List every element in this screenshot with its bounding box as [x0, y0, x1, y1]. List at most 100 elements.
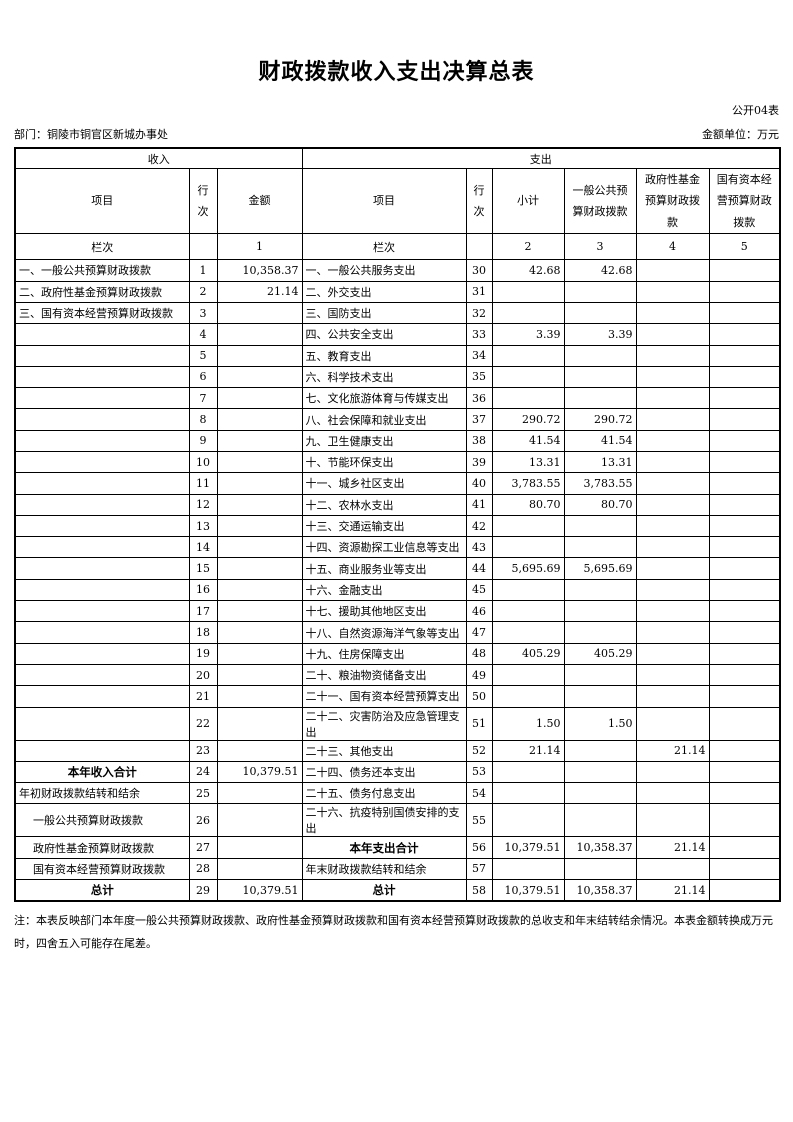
expense-item-cell: 十二、农林水支出 [301, 493, 467, 516]
expense-line-cell: 33 [465, 323, 493, 346]
income-amount-cell [216, 803, 303, 838]
expense-state-capital-cell [708, 578, 781, 602]
expense-state-capital-cell [708, 301, 781, 325]
expense-state-capital-cell [708, 685, 781, 708]
income-line-cell: 21 [188, 685, 218, 708]
income-amount-cell [216, 578, 303, 602]
expense-general-budget-cell [563, 280, 637, 303]
expense-gov-fund-cell: 21.14 [635, 836, 710, 859]
income-amount-cell [216, 493, 303, 516]
income-item-cell: 二、政府性基金预算财政拨款 [14, 280, 190, 303]
meta-row: 部门：铜陵市铜官区新城办事处 金额单位：万元 [14, 126, 779, 142]
expense-general-budget-cell [563, 301, 637, 325]
expense-item-cell: 十一、城乡社区支出 [301, 472, 467, 495]
expense-state-capital-cell [708, 879, 781, 902]
income-line-cell: 17 [188, 600, 218, 623]
expense-general-budget-cell [563, 536, 637, 559]
income-item-cell [14, 578, 190, 602]
expense-item-cell: 四、公共安全支出 [301, 323, 467, 346]
expense-line-cell: 52 [465, 739, 493, 762]
expense-line-cell: 34 [465, 344, 493, 367]
income-item-cell [14, 387, 190, 410]
expense-gov-fund-cell [635, 536, 710, 559]
expense-state-capital-cell [708, 323, 781, 346]
expense-line-cell: 49 [465, 663, 493, 687]
expense-gov-fund-cell [635, 259, 710, 282]
expense-state-capital-cell [708, 836, 781, 859]
income-line-cell: 22 [188, 706, 218, 741]
expense-subtotal-cell [491, 760, 565, 784]
income-line-cell: 20 [188, 663, 218, 687]
expense-general-budget-cell: 3.39 [563, 323, 637, 346]
expense-line-cell: 39 [465, 450, 493, 474]
income-amount-cell [216, 706, 303, 741]
expense-state-capital-cell [708, 857, 781, 881]
income-amount-cell [216, 739, 303, 762]
income-item-cell: 三、国有资本经营预算财政拨款 [14, 301, 190, 325]
table-body: 一、一般公共预算财政拨款 1 10,358.37 一、一般公共服务支出 30 42.68 4… [14, 259, 781, 902]
expense-general-budget-cell [563, 514, 637, 538]
income-line-cell: 14 [188, 536, 218, 559]
income-item-cell [14, 706, 190, 741]
expense-general-budget-cell [563, 365, 637, 389]
expense-line-cell: 35 [465, 365, 493, 389]
column-number-row: 栏次 1 栏次 2 3 4 5 [14, 233, 781, 261]
expense-general-budget-cell [563, 387, 637, 410]
income-amount-cell [216, 344, 303, 367]
expense-line-cell: 42 [465, 514, 493, 538]
department-label: 部门：铜陵市铜官区新城办事处 [14, 128, 168, 141]
income-amount-cell [216, 685, 303, 708]
income-item-cell: 国有资本经营预算财政拨款 [14, 857, 190, 881]
expense-subtotal-cell: 10,379.51 [491, 836, 565, 859]
document-page: 财政拨款收入支出决算总表 公开04表 部门：铜陵市铜官区新城办事处 金额单位：万… [14, 59, 782, 950]
expense-item-cell: 二十四、债务还本支出 [301, 760, 467, 784]
table-row: 23 二十三、其他支出 52 21.14 21.14 [14, 739, 781, 762]
income-item-cell [14, 557, 190, 580]
income-line-cell: 28 [188, 857, 218, 881]
expense-line-cell: 43 [465, 536, 493, 559]
expense-gov-fund-cell [635, 803, 710, 838]
expense-general-budget-cell [563, 857, 637, 881]
expense-line-cell: 38 [465, 429, 493, 452]
expense-lanci-label: 栏次 [301, 233, 467, 261]
income-amount-cell [216, 387, 303, 410]
expense-state-capital-cell [708, 280, 781, 303]
expense-general-budget-cell [563, 344, 637, 367]
expense-state-capital-cell [708, 557, 781, 580]
expense-item-cell: 十三、交通运输支出 [301, 514, 467, 538]
income-item-cell [14, 600, 190, 623]
expense-state-capital-cell [708, 387, 781, 410]
expense-gov-fund-cell: 21.14 [635, 739, 710, 762]
income-item-cell [14, 472, 190, 495]
table-row: 22 二十二、灾害防治及应急管理支出 51 1.50 1.50 [14, 706, 781, 741]
income-line-cell: 5 [188, 344, 218, 367]
expense-gov-fund-cell [635, 621, 710, 644]
expense-line-cell: 32 [465, 301, 493, 325]
income-line-cell: 12 [188, 493, 218, 516]
expense-lanci-blank [465, 233, 493, 261]
page-title: 财政拨款收入支出决算总表 [258, 59, 535, 84]
expense-gov-fund-cell [635, 706, 710, 741]
expense-general-budget-cell: 10,358.37 [563, 836, 637, 859]
expense-item-cell: 二十五、债务付息支出 [301, 782, 467, 805]
income-item-header: 项目 [14, 167, 190, 235]
table-row: 10 十、节能环保支出 39 13.31 13.31 [14, 450, 781, 474]
table-row: 15 十五、商业服务业等支出 44 5,695.69 5,695.69 [14, 557, 781, 580]
expense-general-budget-cell [563, 685, 637, 708]
expense-line-cell: 40 [465, 472, 493, 495]
income-item-cell [14, 323, 190, 346]
expense-item-cell: 二十二、灾害防治及应急管理支出 [301, 706, 467, 741]
expense-subtotal-cell: 10,379.51 [491, 879, 565, 902]
table-row: 11 十一、城乡社区支出 40 3,783.55 3,783.55 [14, 472, 781, 495]
expense-state-capital-cell [708, 642, 781, 665]
table-row: 7 七、文化旅游体育与传媒支出 36 [14, 387, 781, 410]
expense-general-budget-cell: 1.50 [563, 706, 637, 741]
income-item-cell [14, 408, 190, 431]
expense-subtotal-cell [491, 514, 565, 538]
table-row: 4 四、公共安全支出 33 3.39 3.39 [14, 323, 781, 346]
table-row: 二、政府性基金预算财政拨款 2 21.14 二、外交支出 31 [14, 280, 781, 303]
expense-general-budget-cell: 41.54 [563, 429, 637, 452]
table-row: 一般公共预算财政拨款 26 二十六、抗疫特别国债安排的支出 55 [14, 803, 781, 838]
expense-gov-fund-cell [635, 323, 710, 346]
expense-line-cell: 45 [465, 578, 493, 602]
